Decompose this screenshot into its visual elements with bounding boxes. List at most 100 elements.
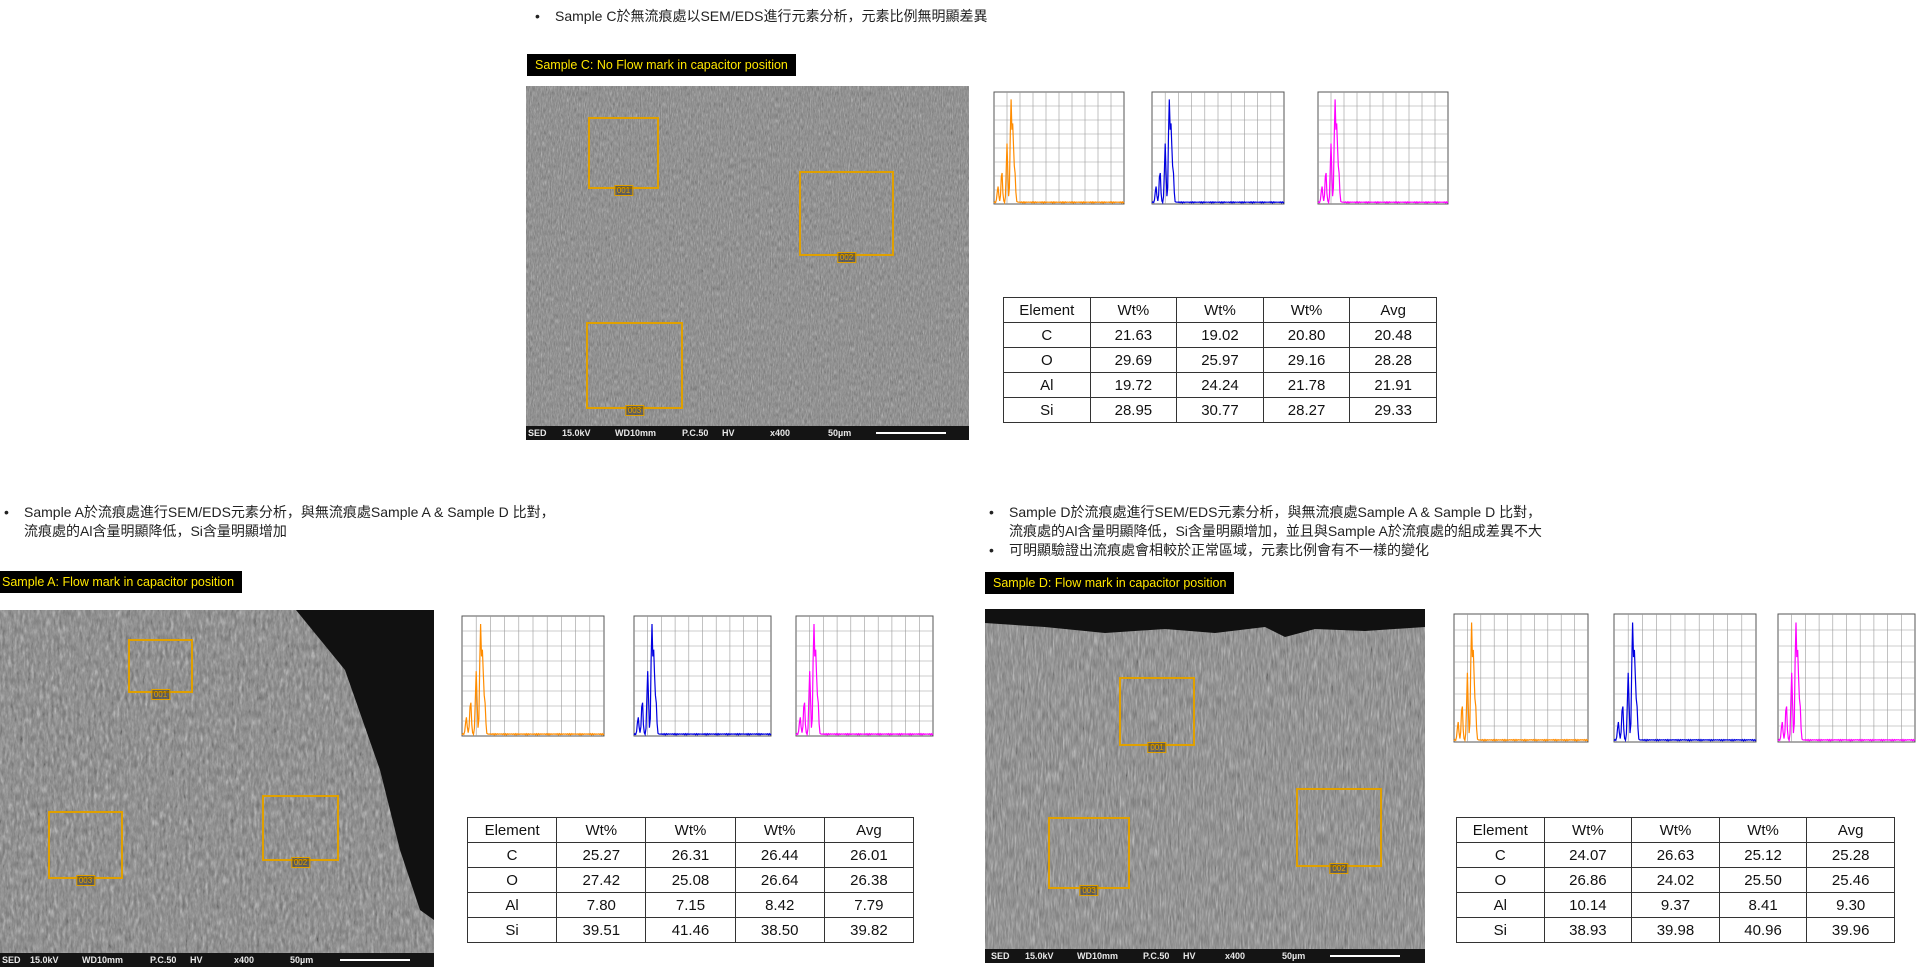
table-cell: 20.48: [1349, 322, 1437, 348]
analysis-box-label: 002: [290, 857, 311, 868]
table-header-row: Element Wt% Wt% Wt% Avg: [1456, 817, 1895, 843]
table-cell: 26.44: [734, 842, 825, 868]
table-cell: 29.16: [1262, 347, 1351, 373]
analysis-box: 001: [588, 117, 659, 196]
table-cell: Si: [466, 917, 558, 943]
table-cell: Si: [1003, 397, 1091, 423]
table-cell: 24.24: [1176, 372, 1264, 398]
sem-info-bar: SED 15.0kV WD10mm P.C.50 HV x400 50µm: [0, 953, 434, 967]
table-cell: O: [466, 867, 558, 893]
sem-kv: 15.0kV: [30, 955, 59, 965]
eds-spectrum: [1453, 613, 1589, 743]
table-cell: 26.38: [823, 867, 915, 893]
table-cell: 38.50: [734, 917, 825, 943]
spectrum-trace: [795, 623, 934, 737]
table-cell: 26.86: [1543, 867, 1633, 893]
table-cell: 25.12: [1718, 842, 1808, 868]
column-header: Wt%: [1262, 297, 1351, 323]
table-row: Si 39.51 41.46 38.50 39.82: [466, 917, 915, 943]
table-cell: C: [1456, 842, 1545, 868]
sem-mode: SED: [528, 428, 547, 438]
table-row: O 27.42 25.08 26.64 26.38: [466, 867, 915, 893]
table-cell: 9.30: [1806, 892, 1895, 918]
table-cell: 10.14: [1543, 892, 1633, 918]
table-cell: 29.69: [1089, 347, 1178, 373]
sem-mode: SED: [991, 951, 1010, 961]
column-header: Wt%: [1543, 817, 1633, 843]
sem-image-sample-a: 001 002 003 SED 15.0kV WD10mm P.C.50 HV …: [0, 610, 434, 967]
table-cell: 26.64: [734, 867, 825, 893]
table-cell: 20.80: [1262, 322, 1351, 348]
table-cell: 7.79: [823, 892, 915, 918]
eds-spectrum: [993, 91, 1125, 205]
column-header: Wt%: [734, 817, 825, 843]
column-header: Avg: [1349, 297, 1437, 323]
sem-info-bar: SED 15.0kV WD10mm P.C.50 HV x400 50µm: [526, 426, 969, 440]
table-row: O 26.86 24.02 25.50 25.46: [1456, 867, 1895, 893]
column-header: Wt%: [1089, 297, 1178, 323]
column-header: Element: [1003, 297, 1091, 323]
table-cell: 25.28: [1806, 842, 1895, 868]
table-cell: 29.33: [1349, 397, 1437, 423]
column-header: Wt%: [1176, 297, 1264, 323]
table-cell: 7.80: [556, 892, 647, 918]
table-row: Si 28.95 30.77 28.27 29.33: [1003, 397, 1437, 423]
table-cell: 26.63: [1631, 842, 1720, 868]
analysis-box-label: 001: [150, 689, 171, 700]
spectrum-trace: [1453, 622, 1589, 743]
sem-mag: x400: [1225, 951, 1246, 961]
table-cell: O: [1003, 347, 1091, 373]
bullet-dot: •: [989, 542, 994, 558]
sem-scale-bar: [1330, 955, 1400, 957]
table-cell: Al: [1003, 372, 1091, 398]
table-cell: 28.27: [1262, 397, 1351, 423]
sem-scale-bar: [876, 432, 946, 434]
sem-hv: HV: [722, 428, 735, 438]
column-header: Wt%: [556, 817, 647, 843]
table-header-row: Element Wt% Wt% Wt% Avg: [466, 817, 915, 843]
sem-texture: [526, 86, 969, 440]
table-cell: Al: [1456, 892, 1545, 918]
table-cell: 25.08: [645, 867, 736, 893]
table-row: Si 38.93 39.98 40.96 39.96: [1456, 917, 1895, 943]
analysis-box-label: 003: [624, 405, 645, 416]
column-header: Wt%: [1718, 817, 1808, 843]
table-cell: 40.96: [1718, 917, 1808, 943]
table-cell: 19.72: [1089, 372, 1178, 398]
table-row: C 24.07 26.63 25.12 25.28: [1456, 842, 1895, 868]
bullet-sample-a: • Sample A於流痕處進行SEM/EDS元素分析，與無流痕處Sample …: [4, 503, 555, 541]
spectrum-trace: [1613, 622, 1757, 743]
sem-hv: HV: [190, 955, 203, 965]
analysis-box-label: 001: [613, 185, 634, 196]
table-cell: 21.91: [1349, 372, 1437, 398]
sem-wd: WD10mm: [82, 955, 124, 965]
table-cell: 25.27: [556, 842, 647, 868]
sem-pc: P.C.50: [682, 428, 709, 438]
table-cell: 28.95: [1089, 397, 1178, 423]
analysis-box: 003: [1048, 817, 1130, 896]
bullet-line: Sample D於流痕處進行SEM/EDS元素分析，與無流痕處Sample A …: [1009, 504, 1542, 520]
analysis-box: 003: [586, 322, 683, 416]
analysis-box: 003: [48, 811, 123, 886]
sample-a-label: Sample A: Flow mark in capacitor positio…: [0, 571, 243, 593]
sem-mode: SED: [2, 955, 21, 965]
sem-pc: P.C.50: [150, 955, 177, 965]
table-cell: 39.96: [1806, 917, 1895, 943]
sem-scale-text: 50µm: [1282, 951, 1306, 961]
table-cell: 39.98: [1631, 917, 1720, 943]
analysis-box: 001: [1119, 677, 1195, 753]
bullet-sample-c: • Sample C於無流痕處以SEM/EDS進行元素分析，元素比例無明顯差異: [535, 7, 987, 26]
table-cell: C: [466, 842, 558, 868]
table-cell: 21.63: [1089, 322, 1178, 348]
column-header: Element: [1456, 817, 1545, 843]
spectrum-trace: [461, 623, 605, 737]
eds-spectrum: [1317, 91, 1449, 205]
eds-spectrum: [1151, 91, 1285, 205]
spectrum-trace: [1777, 622, 1916, 743]
bullet-dot: •: [989, 504, 994, 520]
table-cell: 21.78: [1262, 372, 1351, 398]
spectrum-trace: [993, 99, 1125, 205]
table-cell: 25.50: [1718, 867, 1808, 893]
table-cell: 39.82: [823, 917, 915, 943]
spectrum-trace: [633, 623, 772, 737]
